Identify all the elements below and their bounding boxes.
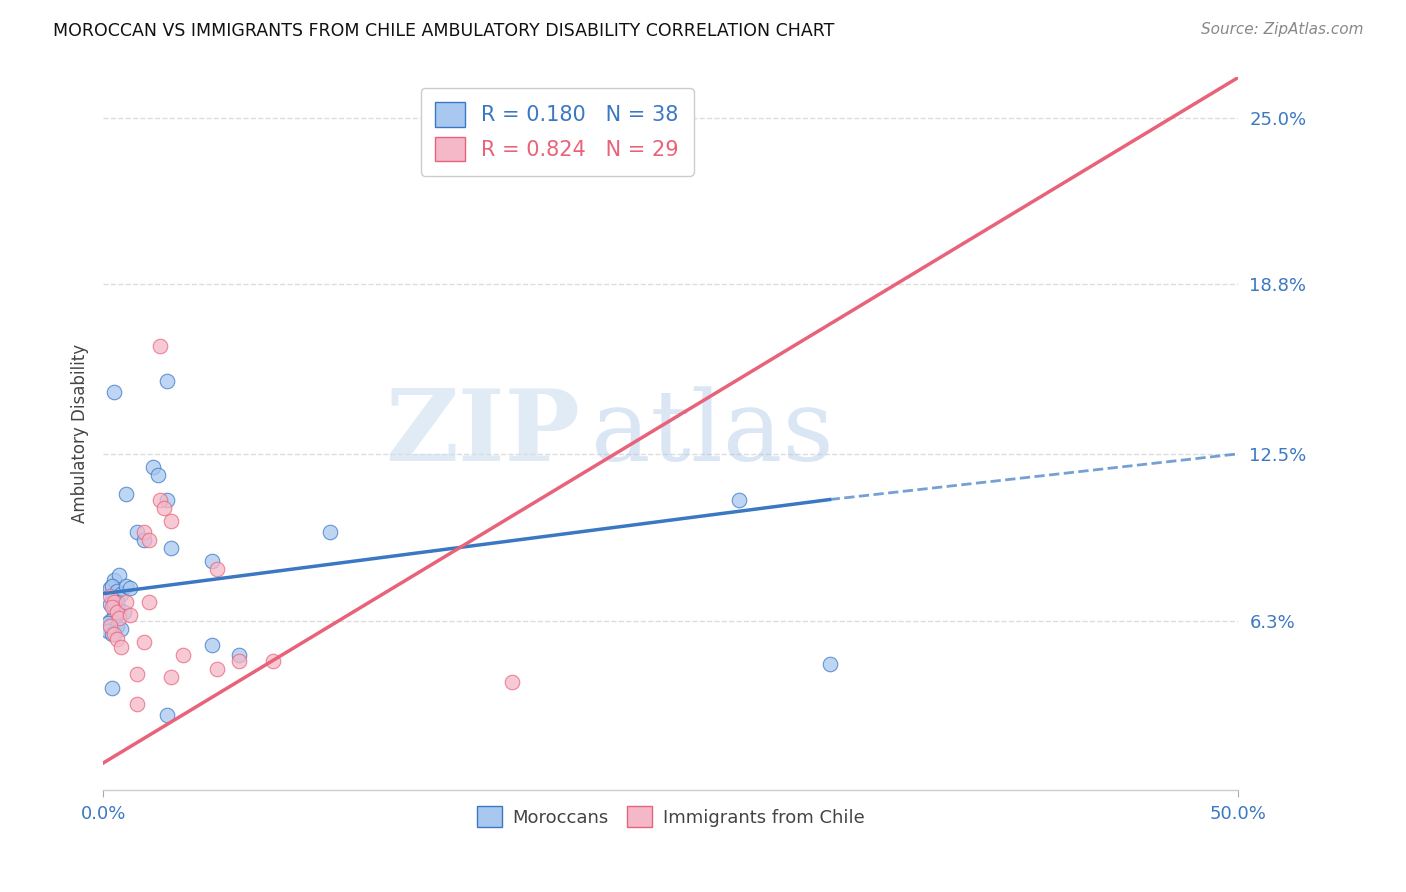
Point [132, 533, 155, 547]
Point [120, 581, 142, 595]
Y-axis label: Ambulatory Disability: Ambulatory Disability [72, 344, 89, 524]
Point [132, 524, 155, 539]
Point [101, 592, 124, 607]
Point [127, 697, 149, 711]
Point [103, 627, 125, 641]
Point [103, 608, 125, 623]
Point [108, 603, 131, 617]
Point [156, 374, 179, 388]
Point [101, 681, 124, 695]
Point [127, 524, 149, 539]
Point [105, 619, 128, 633]
Legend: Moroccans, Immigrants from Chile: Moroccans, Immigrants from Chile [470, 799, 872, 834]
Point [97, 624, 120, 639]
Point [146, 468, 169, 483]
Point [108, 567, 131, 582]
Text: atlas: atlas [592, 385, 834, 482]
Point [142, 460, 165, 475]
Point [114, 595, 136, 609]
Point [103, 595, 125, 609]
Point [114, 578, 136, 592]
Point [110, 640, 132, 655]
Point [489, 143, 512, 157]
Point [156, 707, 179, 722]
Point [105, 595, 128, 609]
Point [138, 595, 160, 609]
Point [160, 541, 183, 555]
Point [172, 648, 194, 663]
Point [98, 619, 121, 633]
Point [501, 675, 523, 690]
Point [97, 616, 120, 631]
Point [160, 514, 183, 528]
Point [98, 581, 121, 595]
Point [110, 587, 132, 601]
Point [201, 554, 224, 568]
Point [120, 608, 142, 623]
Point [127, 667, 149, 681]
Point [110, 622, 132, 636]
Point [160, 670, 183, 684]
Point [101, 627, 124, 641]
Point [818, 657, 841, 671]
Point [138, 533, 160, 547]
Point [101, 578, 124, 592]
Point [105, 606, 128, 620]
Point [228, 648, 250, 663]
Point [101, 600, 124, 615]
Point [262, 654, 284, 668]
Point [727, 492, 749, 507]
Point [156, 492, 179, 507]
Point [319, 524, 342, 539]
Point [112, 606, 135, 620]
Point [149, 492, 172, 507]
Point [103, 600, 125, 615]
Point [98, 614, 121, 628]
Point [108, 611, 131, 625]
Point [103, 573, 125, 587]
Point [105, 632, 128, 647]
Point [98, 590, 121, 604]
Point [205, 662, 228, 676]
Text: MOROCCAN VS IMMIGRANTS FROM CHILE AMBULATORY DISABILITY CORRELATION CHART: MOROCCAN VS IMMIGRANTS FROM CHILE AMBULA… [53, 22, 835, 40]
Point [114, 487, 136, 501]
Point [105, 584, 128, 599]
Text: ZIP: ZIP [385, 385, 579, 483]
Point [228, 654, 250, 668]
Point [153, 500, 176, 515]
Point [149, 339, 172, 353]
Point [201, 638, 224, 652]
Text: Source: ZipAtlas.com: Source: ZipAtlas.com [1201, 22, 1364, 37]
Point [98, 598, 121, 612]
Point [132, 635, 155, 649]
Point [103, 384, 125, 399]
Point [205, 562, 228, 576]
